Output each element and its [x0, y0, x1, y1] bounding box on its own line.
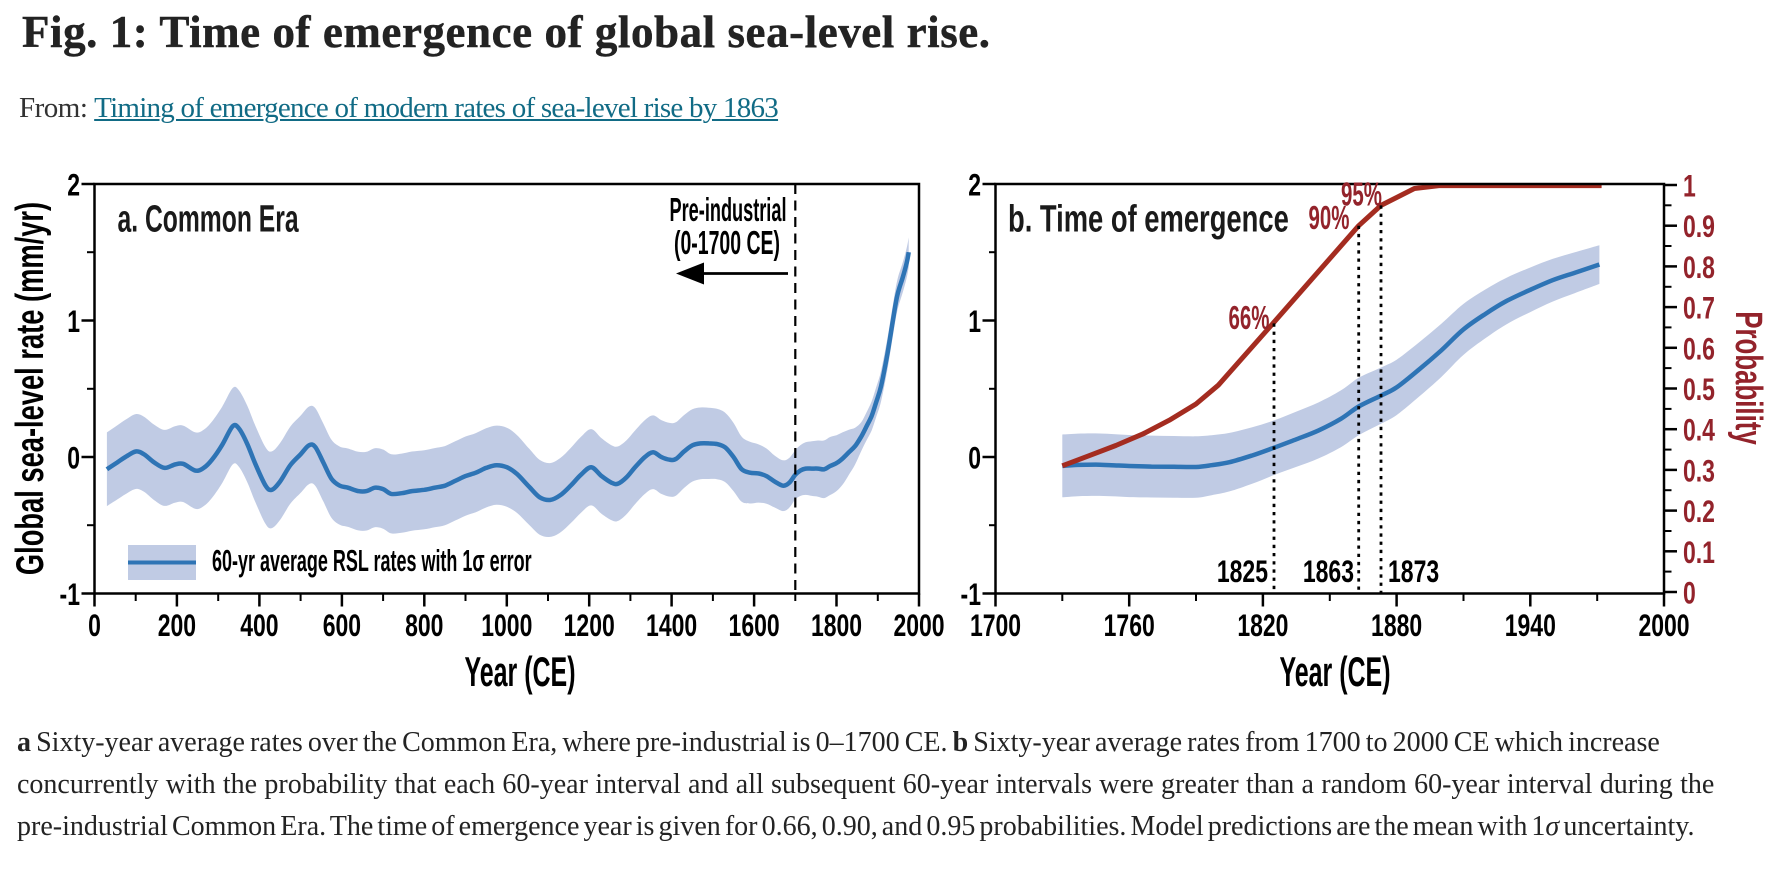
svg-text:a. Common Era: a. Common Era — [118, 197, 300, 240]
svg-text:0.2: 0.2 — [1683, 494, 1715, 529]
svg-text:1400: 1400 — [646, 607, 697, 642]
svg-text:2000: 2000 — [1638, 607, 1689, 642]
svg-text:60-yr average RSL rates with 1: 60-yr average RSL rates with 1σ error — [212, 544, 532, 578]
svg-text:1940: 1940 — [1505, 607, 1556, 642]
svg-text:0.1: 0.1 — [1683, 534, 1715, 569]
svg-text:0.9: 0.9 — [1683, 209, 1715, 244]
svg-text:Global sea-level rate (mm/yr): Global sea-level rate (mm/yr) — [9, 202, 52, 575]
svg-text:1825: 1825 — [1217, 553, 1268, 588]
svg-text:-1: -1 — [60, 576, 80, 611]
svg-text:600: 600 — [323, 607, 361, 642]
svg-text:1800: 1800 — [811, 607, 862, 642]
svg-text:95%: 95% — [1341, 175, 1382, 212]
svg-text:(0-1700 CE): (0-1700 CE) — [674, 224, 780, 262]
svg-text:0: 0 — [67, 440, 80, 475]
svg-text:0: 0 — [968, 440, 981, 475]
svg-text:1: 1 — [1683, 168, 1696, 203]
svg-text:1: 1 — [968, 303, 981, 338]
svg-text:800: 800 — [405, 607, 443, 642]
svg-text:Year (CE): Year (CE) — [464, 650, 575, 696]
svg-text:b. Time of emergence: b. Time of emergence — [1008, 198, 1289, 240]
svg-text:0.8: 0.8 — [1683, 249, 1715, 284]
svg-text:1760: 1760 — [1104, 607, 1155, 642]
svg-text:Pre-industrial: Pre-industrial — [670, 191, 787, 228]
svg-text:2: 2 — [968, 167, 981, 202]
svg-text:66%: 66% — [1229, 299, 1270, 336]
svg-text:0: 0 — [88, 607, 101, 642]
svg-text:1880: 1880 — [1371, 607, 1422, 642]
svg-text:0.3: 0.3 — [1683, 453, 1715, 488]
svg-text:0.7: 0.7 — [1683, 290, 1715, 325]
svg-text:1: 1 — [67, 303, 80, 338]
svg-text:1600: 1600 — [729, 607, 780, 642]
svg-text:2000: 2000 — [893, 607, 944, 642]
svg-text:1863: 1863 — [1303, 553, 1354, 588]
svg-text:1000: 1000 — [481, 607, 532, 642]
svg-text:1700: 1700 — [970, 607, 1021, 642]
svg-text:0.4: 0.4 — [1683, 412, 1716, 447]
svg-text:-1: -1 — [961, 576, 981, 611]
svg-text:0.5: 0.5 — [1683, 371, 1715, 406]
svg-text:400: 400 — [240, 607, 278, 642]
svg-text:1873: 1873 — [1388, 553, 1439, 588]
svg-text:1200: 1200 — [564, 607, 615, 642]
svg-text:Year (CE): Year (CE) — [1279, 650, 1390, 696]
svg-text:0: 0 — [1683, 575, 1696, 610]
svg-text:90%: 90% — [1309, 199, 1350, 236]
svg-text:200: 200 — [158, 607, 196, 642]
svg-text:0.6: 0.6 — [1683, 331, 1715, 366]
svg-text:Probability: Probability — [1728, 311, 1770, 444]
svg-text:1820: 1820 — [1237, 607, 1288, 642]
svg-text:2: 2 — [67, 167, 80, 202]
